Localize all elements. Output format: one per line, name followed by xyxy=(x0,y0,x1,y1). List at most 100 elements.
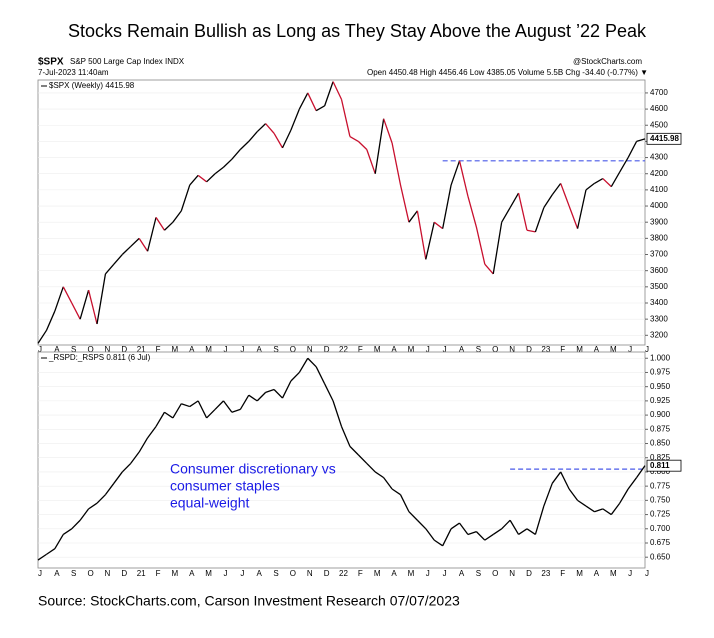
y-tick-label: 3300 xyxy=(650,314,668,323)
y-tick-label: 0.750 xyxy=(650,495,671,504)
x-tick-label: O xyxy=(492,345,498,354)
x-tick-label: S xyxy=(273,345,278,354)
y-tick-label: 0.675 xyxy=(650,538,671,547)
line-segment xyxy=(459,522,469,535)
line-segment xyxy=(223,158,233,168)
y-tick-label: 4000 xyxy=(650,201,668,210)
y-tick-label: 0.700 xyxy=(650,524,671,533)
line-segment xyxy=(349,445,359,456)
line-segment xyxy=(433,221,444,230)
line-segment xyxy=(164,411,174,419)
line-segment xyxy=(627,141,638,158)
line-segment xyxy=(602,508,612,516)
x-tick-label: M xyxy=(576,345,583,354)
line-segment xyxy=(87,289,98,325)
line-segment xyxy=(239,394,250,410)
line-segment xyxy=(594,178,604,184)
line-segment xyxy=(484,533,494,541)
line-segment xyxy=(551,471,562,484)
line-segment xyxy=(37,553,47,561)
x-tick-label: S xyxy=(476,569,481,578)
last-value-label: 4415.98 xyxy=(650,134,679,143)
line-segment xyxy=(155,216,166,231)
x-tick-label: M xyxy=(205,569,212,578)
line-segment xyxy=(399,494,410,513)
line-segment xyxy=(146,217,157,252)
x-tick-label: A xyxy=(459,569,465,578)
line-segment xyxy=(492,222,503,275)
line-segment xyxy=(315,105,325,112)
line-segment xyxy=(222,400,233,413)
x-tick-label: O xyxy=(290,569,296,578)
x-tick-label: J xyxy=(223,345,227,354)
x-tick-label: J xyxy=(240,569,244,578)
x-tick-label: A xyxy=(54,345,60,354)
line-segment xyxy=(383,477,393,490)
line-segment xyxy=(248,394,258,402)
line-segment xyxy=(324,81,334,107)
line-segment xyxy=(231,408,241,413)
line-segment xyxy=(383,118,393,144)
line-segment xyxy=(416,210,427,260)
y-tick-label: 4700 xyxy=(650,88,668,97)
line-segment xyxy=(484,263,494,275)
x-tick-label: N xyxy=(307,569,313,578)
x-tick-label: M xyxy=(374,569,381,578)
x-tick-label: S xyxy=(476,345,481,354)
last-value-box xyxy=(646,132,682,145)
line-segment xyxy=(602,178,612,188)
line-segment xyxy=(281,129,292,149)
x-tick-label: A xyxy=(54,569,60,578)
line-segment xyxy=(475,531,486,541)
line-segment xyxy=(121,462,132,473)
line-segment xyxy=(214,400,224,410)
line-segment xyxy=(96,273,107,325)
x-tick-label: M xyxy=(172,569,179,578)
x-tick-label: A xyxy=(189,345,195,354)
line-segment xyxy=(458,160,469,197)
x-tick-label: M xyxy=(408,345,415,354)
x-tick-label: A xyxy=(189,569,195,578)
y-tick-label: 4600 xyxy=(650,104,668,113)
line-segment xyxy=(197,400,208,419)
line-segment xyxy=(307,357,317,368)
line-segment xyxy=(189,174,199,186)
line-segment xyxy=(416,519,427,530)
y-tick-label: 3800 xyxy=(650,233,668,242)
x-tick-label: D xyxy=(121,345,127,354)
line-segment xyxy=(501,519,511,530)
x-tick-label: O xyxy=(87,569,93,578)
y-tick-label: 0.975 xyxy=(650,368,671,377)
line-segment xyxy=(467,196,478,228)
x-tick-label: F xyxy=(156,345,161,354)
line-segment xyxy=(332,81,343,100)
line-segment xyxy=(585,505,595,513)
last-value-label: 0.811 xyxy=(650,461,670,470)
x-tick-label: O xyxy=(290,345,296,354)
y-tick-label: 4500 xyxy=(650,120,668,129)
line-segment xyxy=(501,207,511,223)
line-segment xyxy=(298,357,309,373)
x-tick-label: N xyxy=(509,345,515,354)
line-segment xyxy=(374,118,385,174)
x-tick-label: D xyxy=(121,569,127,578)
line-segment xyxy=(534,505,545,535)
x-tick-label: N xyxy=(307,345,313,354)
y-tick-label: 0.725 xyxy=(650,510,671,519)
y-tick-label: 0.950 xyxy=(650,382,671,391)
line-segment xyxy=(62,286,73,304)
y-tick-label: 4300 xyxy=(650,153,668,162)
line-segment xyxy=(265,123,275,134)
line-segment xyxy=(256,123,267,133)
line-segment xyxy=(610,171,621,187)
line-segment xyxy=(54,534,64,550)
y-tick-label: 3600 xyxy=(650,266,668,275)
line-segment xyxy=(281,380,292,399)
x-tick-label: M xyxy=(172,345,179,354)
line-segment xyxy=(172,403,182,419)
line-segment xyxy=(290,108,300,131)
line-segment xyxy=(526,229,536,233)
x-tick-label: J xyxy=(240,345,244,354)
x-tick-label: 21 xyxy=(137,345,146,354)
line-segment xyxy=(366,149,376,174)
